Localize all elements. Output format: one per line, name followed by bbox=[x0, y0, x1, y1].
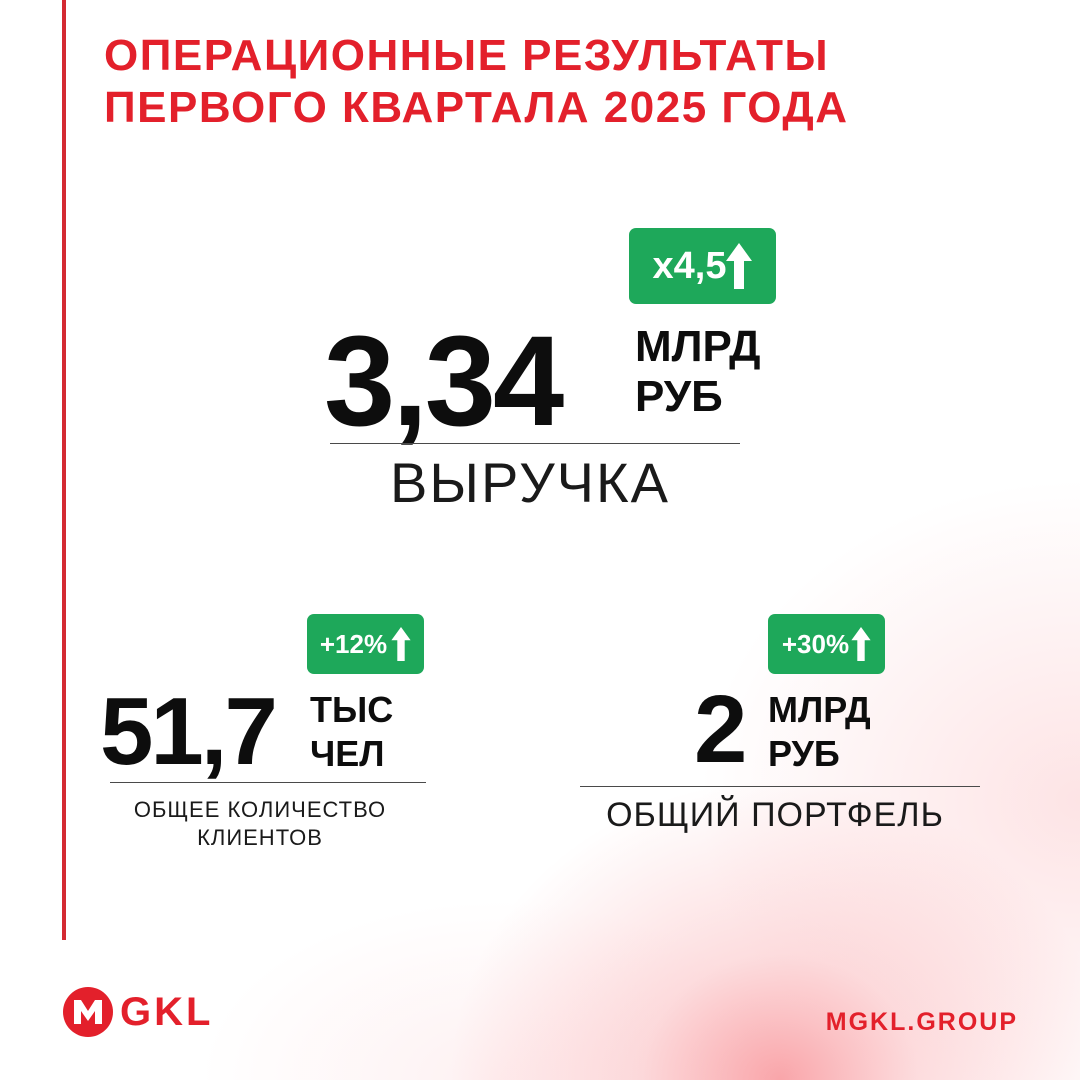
clients-label: ОБЩЕЕ КОЛИЧЕСТВО КЛИЕНТОВ bbox=[110, 796, 410, 852]
clients-label-line-2: КЛИЕНТОВ bbox=[197, 825, 323, 850]
revenue-label: ВЫРУЧКА bbox=[390, 451, 670, 514]
portfolio-value: 2 bbox=[694, 676, 747, 783]
page-title-line-2: ПЕРВОГО КВАРТАЛА 2025 ГОДА bbox=[104, 83, 849, 132]
vertical-accent-line bbox=[62, 0, 66, 940]
clients-growth-badge: +12% bbox=[307, 614, 424, 674]
revenue-unit: МЛРД РУБ bbox=[635, 322, 760, 422]
revenue-divider bbox=[330, 443, 740, 444]
revenue-growth-value: x4,5 bbox=[652, 244, 727, 287]
arrow-up-icon bbox=[391, 627, 411, 661]
revenue-unit-line-2: РУБ bbox=[635, 372, 723, 421]
arrow-up-icon bbox=[851, 627, 871, 661]
clients-growth-value: +12% bbox=[319, 628, 388, 659]
page-title: ОПЕРАЦИОННЫЕ РЕЗУЛЬТАТЫ ПЕРВОГО КВАРТАЛА… bbox=[104, 30, 849, 134]
clients-unit: ТЫС ЧЕЛ bbox=[310, 688, 393, 776]
website-link[interactable]: MGKL.GROUP bbox=[825, 1008, 1018, 1036]
mgkl-logo[interactable]: GKL bbox=[62, 986, 213, 1038]
portfolio-divider bbox=[580, 786, 980, 787]
logo-wordmark: GKL bbox=[120, 990, 214, 1034]
portfolio-growth-badge: +30% bbox=[768, 614, 885, 674]
clients-value: 51,7 bbox=[100, 678, 278, 785]
arrow-up-icon bbox=[726, 243, 753, 289]
revenue-growth-badge: x4,5 bbox=[629, 228, 776, 304]
revenue-unit-line-1: МЛРД bbox=[635, 322, 761, 371]
clients-unit-line-2: ЧЕЛ bbox=[310, 733, 385, 774]
clients-unit-line-1: ТЫС bbox=[310, 689, 394, 730]
page-title-line-1: ОПЕРАЦИОННЫЕ РЕЗУЛЬТАТЫ bbox=[104, 31, 830, 80]
portfolio-growth-value: +30% bbox=[781, 628, 850, 659]
portfolio-unit-line-2: РУБ bbox=[768, 733, 840, 774]
mgkl-logo-icon bbox=[63, 987, 113, 1037]
portfolio-unit-line-1: МЛРД bbox=[768, 689, 871, 730]
revenue-value: 3,34 bbox=[324, 310, 564, 453]
portfolio-unit: МЛРД РУБ bbox=[768, 688, 871, 776]
clients-label-line-1: ОБЩЕЕ КОЛИЧЕСТВО bbox=[133, 797, 387, 822]
portfolio-label: ОБЩИЙ ПОРТФЕЛЬ bbox=[606, 796, 944, 834]
clients-divider bbox=[110, 782, 426, 783]
